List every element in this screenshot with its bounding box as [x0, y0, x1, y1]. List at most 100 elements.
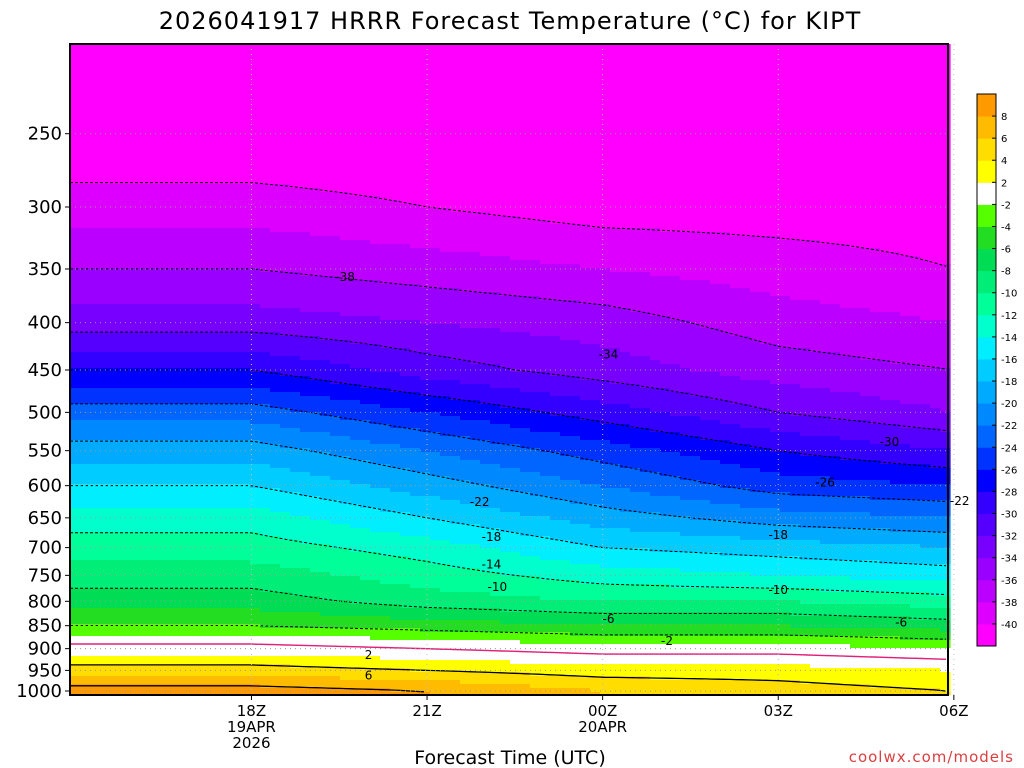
temperature-band-cell: [880, 564, 891, 581]
temperature-band-cell: [760, 236, 771, 293]
temperature-band-cell: [250, 464, 261, 489]
temperature-field: [70, 44, 951, 695]
temperature-band-cell: [710, 588, 721, 601]
temperature-band-cell: [240, 532, 251, 561]
temperature-band-cell: [910, 44, 921, 257]
temperature-band-cell: [340, 44, 351, 193]
temperature-band-cell: [820, 544, 831, 561]
temperature-band-cell: [840, 44, 851, 245]
temperature-band-cell: [930, 620, 941, 629]
temperature-band-cell: [470, 364, 481, 385]
temperature-band-cell: [240, 588, 251, 609]
temperature-band-cell: [630, 384, 641, 409]
colorbar-swatch: [977, 469, 996, 492]
temperature-band-cell: [250, 508, 261, 533]
y-tick-label: 700: [28, 538, 62, 559]
temperature-band-cell: [470, 660, 481, 673]
temperature-band-cell: [400, 492, 411, 513]
temperature-band-cell: [790, 240, 801, 301]
temperature-band-cell: [770, 492, 781, 509]
temperature-band-cell: [210, 684, 221, 695]
temperature-band-cell: [670, 552, 681, 569]
colorbar-label: -26: [1001, 465, 1017, 476]
temperature-band-cell: [160, 184, 171, 229]
temperature-band-cell: [230, 508, 241, 533]
temperature-band-cell: [870, 648, 881, 669]
temperature-band-cell: [860, 544, 871, 561]
temperature-band-cell: [110, 368, 121, 389]
temperature-band-cell: [130, 184, 141, 229]
temperature-band-cell: [610, 488, 621, 509]
temperature-band-cell: [360, 196, 371, 241]
temperature-band-cell: [870, 516, 881, 529]
temperature-band-cell: [800, 664, 811, 685]
temperature-band-cell: [390, 372, 401, 393]
temperature-band-cell: [660, 612, 671, 625]
temperature-band-cell: [840, 636, 851, 645]
temperature-band-cell: [110, 440, 121, 465]
temperature-band-cell: [220, 388, 231, 405]
temperature-band-cell: [830, 576, 841, 593]
temperature-band-cell: [490, 684, 501, 695]
temperature-band-cell: [160, 420, 171, 441]
colorbar-legend: -40-38-36-34-32-30-28-26-24-22-20-18-16-…: [976, 93, 1017, 647]
temperature-band-cell: [280, 676, 291, 689]
temperature-band-cell: [240, 464, 251, 485]
temperature-band-cell: [380, 200, 391, 245]
temperature-band-cell: [830, 456, 841, 481]
temperature-band-cell: [70, 624, 81, 637]
temperature-band-cell: [650, 512, 661, 533]
temperature-band-cell: [880, 360, 891, 401]
temperature-band-cell: [560, 224, 571, 265]
temperature-band-cell: [120, 560, 131, 589]
temperature-band-cell: [320, 236, 331, 277]
temperature-band-cell: [560, 540, 571, 561]
temperature-band-cell: [710, 44, 721, 233]
temperature-band-cell: [130, 624, 141, 637]
temperature-band-cell: [630, 532, 641, 549]
temperature-band-cell: [100, 464, 111, 485]
temperature-band-cell: [520, 472, 531, 493]
temperature-band-cell: [190, 332, 201, 353]
temperature-band-cell: [470, 684, 481, 695]
credit-text[interactable]: coolwx.com/models: [849, 748, 1014, 766]
temperature-band-cell: [530, 448, 541, 473]
temperature-band-cell: [350, 196, 361, 241]
temperature-band-cell: [140, 656, 151, 665]
temperature-band-cell: [100, 684, 111, 695]
temperature-band-cell: [310, 412, 321, 433]
temperature-band-cell: [850, 544, 861, 561]
y-tick-label: 400: [28, 313, 62, 334]
temperature-band-cell: [760, 344, 771, 381]
temperature-band-cell: [210, 484, 221, 509]
temperature-band-cell: [110, 532, 121, 561]
temperature-band-cell: [140, 184, 151, 229]
temperature-band-cell: [330, 236, 341, 277]
temperature-band-cell: [870, 44, 881, 249]
temperature-band-cell: [240, 484, 251, 509]
temperature-band-cell: [730, 612, 741, 625]
temperature-band-cell: [330, 384, 341, 401]
temperature-band-cell: [250, 676, 261, 685]
temperature-band-cell: [890, 688, 901, 695]
temperature-band-cell: [380, 388, 391, 409]
temperature-band-cell: [900, 464, 911, 485]
temperature-band-cell: [200, 304, 211, 333]
temperature-band-cell: [920, 564, 931, 581]
temperature-band-cell: [500, 672, 511, 685]
temperature-band-cell: [750, 556, 761, 577]
temperature-band-cell: [810, 540, 821, 561]
temperature-band-cell: [390, 492, 401, 513]
temperature-band-cell: [140, 636, 151, 657]
temperature-band-cell: [540, 432, 551, 453]
colorbar-label: -28: [1001, 487, 1017, 498]
temperature-band-cell: [550, 520, 561, 541]
temperature-band-cell: [720, 332, 731, 377]
temperature-band-cell: [220, 352, 231, 369]
temperature-band-cell: [150, 268, 161, 305]
temperature-band-cell: [370, 280, 381, 317]
temperature-band-cell: [550, 416, 561, 433]
temperature-band-cell: [130, 532, 141, 561]
temperature-band-cell: [590, 484, 601, 505]
temperature-band-cell: [940, 484, 951, 501]
